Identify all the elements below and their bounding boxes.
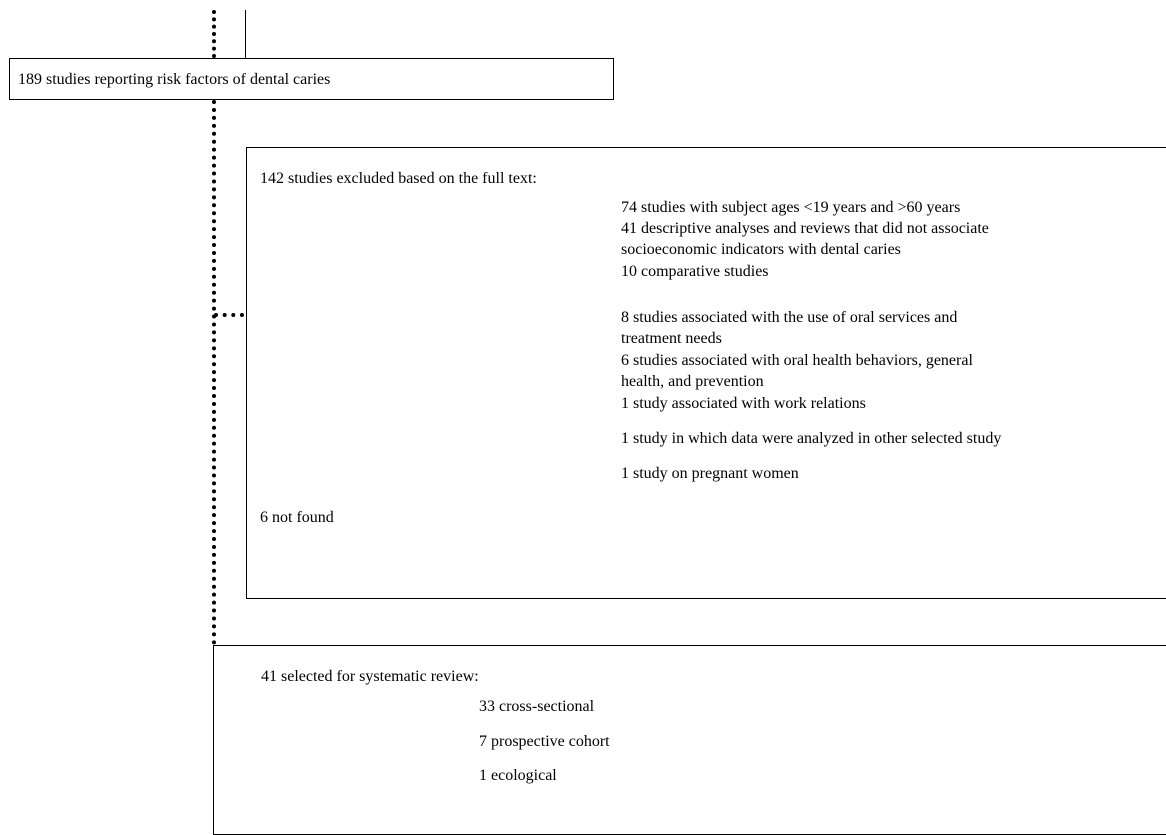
exclusion-reason: 6 studies associated with oral health be… (621, 352, 973, 369)
exclusion-reason: 74 studies with subject ages <19 years a… (621, 199, 961, 216)
excluded-studies-box: 142 studies excluded based on the full t… (246, 147, 1166, 599)
study-design-item: 33 cross-sectional (479, 698, 595, 715)
top-solid-connector (245, 10, 246, 58)
exclusion-reason: health, and prevention (621, 373, 764, 390)
excluded-footer: 6 not found (260, 509, 334, 526)
exclusion-reason: 1 study on pregnant women (621, 465, 799, 482)
exclusion-reason: 1 study associated with work relations (621, 395, 866, 412)
study-design-item: 1 ecological (479, 767, 557, 784)
identified-studies-text: 189 studies reporting risk factors of de… (18, 71, 331, 88)
exclusion-dotted-connector (214, 313, 244, 317)
selected-header: 41 selected for systematic review: (261, 668, 479, 685)
study-design-item: 7 prospective cohort (479, 733, 610, 750)
main-dotted-connector (212, 100, 216, 645)
exclusion-reason: 41 descriptive analyses and reviews that… (621, 220, 989, 237)
selected-studies-box: 41 selected for systematic review: 33 cr… (213, 645, 1166, 835)
exclusion-reason: treatment needs (621, 330, 722, 347)
exclusion-reason: 8 studies associated with the use of ora… (621, 309, 958, 326)
excluded-header: 142 studies excluded based on the full t… (260, 170, 537, 187)
exclusion-reason: 10 comparative studies (621, 263, 769, 280)
exclusion-reason: socioeconomic indicators with dental car… (621, 241, 901, 258)
exclusion-reason: 1 study in which data were analyzed in o… (621, 430, 1002, 447)
identified-studies-box: 189 studies reporting risk factors of de… (9, 58, 614, 100)
top-dotted-connector (212, 10, 216, 58)
